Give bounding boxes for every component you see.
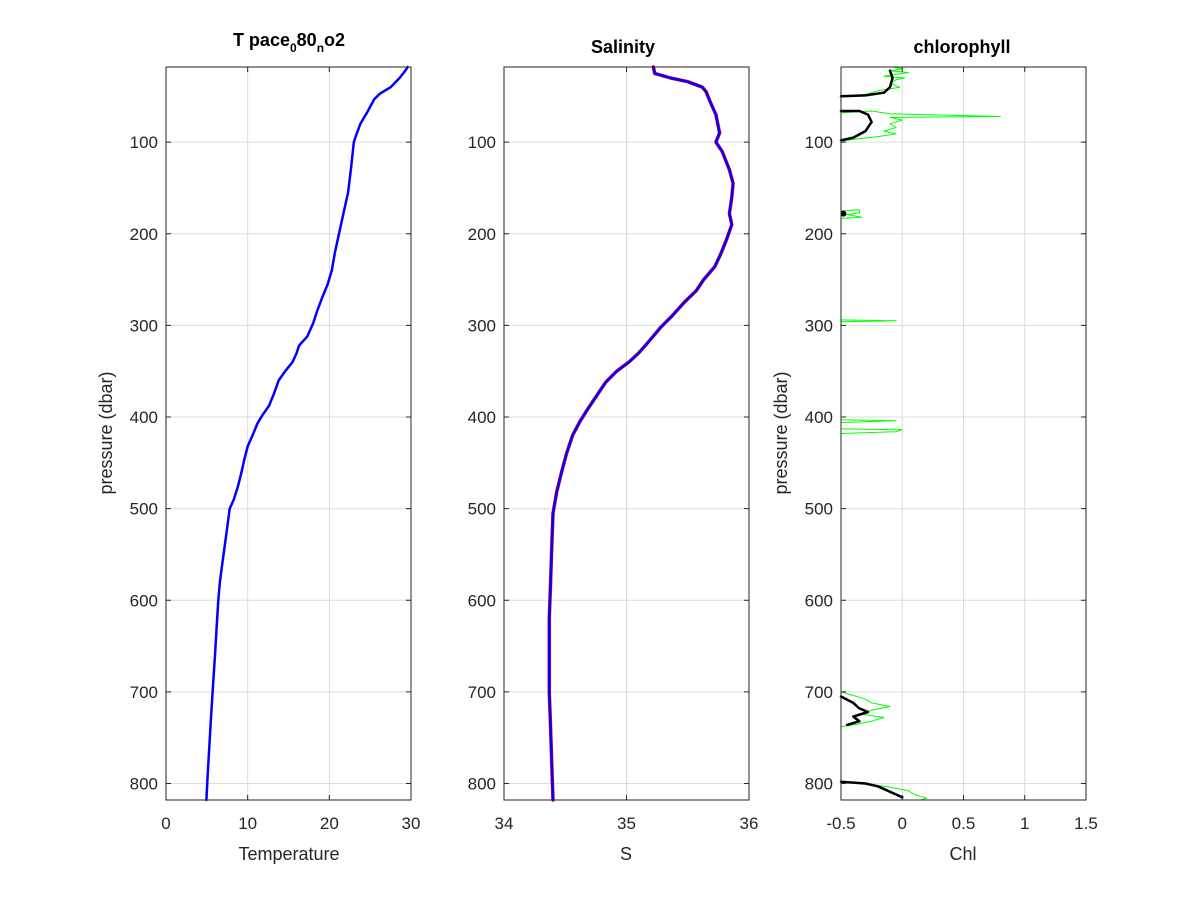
title-end: o2 — [324, 30, 345, 50]
salinity-ytick-label: 500 — [468, 500, 496, 519]
temperature-series-line — [205, 65, 409, 802]
chlorophyll-xlabel: Chl — [949, 844, 976, 864]
chlorophyll-xtick-label: -0.5 — [826, 814, 855, 833]
temperature-xtick-label: 30 — [402, 814, 421, 833]
salinity-ytick-label: 100 — [468, 133, 496, 152]
title-sub2: n — [317, 41, 324, 55]
chlorophyll-series-line — [840, 110, 1001, 142]
temperature-ytick-label: 200 — [130, 225, 158, 244]
temperature-ytick-label: 700 — [130, 683, 158, 702]
temperature-xtick-label: 10 — [238, 814, 257, 833]
temperature-ytick-label: 500 — [130, 500, 158, 519]
chlorophyll-ytick-label: 700 — [805, 683, 833, 702]
temperature-ytick-label: 300 — [130, 316, 158, 335]
salinity-xtick-label: 35 — [617, 814, 636, 833]
salinity-series-line — [548, 65, 735, 802]
salinity-ytick-label: 700 — [468, 683, 496, 702]
salinity-series-group — [547, 65, 735, 802]
chlorophyll-series-line — [840, 209, 863, 219]
salinity-xtick-label: 34 — [495, 814, 514, 833]
chlorophyll-ytick-label: 600 — [805, 591, 833, 610]
chlorophyll-ytick-label: 500 — [805, 500, 833, 519]
chlorophyll-series-line — [839, 780, 904, 799]
chlorophyll-xtick-label: 0.5 — [952, 814, 976, 833]
salinity-ytick-label: 400 — [468, 408, 496, 427]
chlorophyll-series-point — [840, 210, 847, 217]
chlorophyll-series-line — [840, 419, 897, 423]
chlorophyll-ytick-label: 400 — [805, 408, 833, 427]
temperature-ytick-label: 100 — [130, 133, 158, 152]
chlorophyll-title: chlorophyll — [913, 37, 1010, 57]
chlorophyll-ytick-label: 100 — [805, 133, 833, 152]
salinity-ytick-label: 200 — [468, 225, 496, 244]
salinity-ytick-label: 300 — [468, 316, 496, 335]
temperature-axes-frame — [165, 66, 412, 801]
salinity-xlabel: S — [620, 844, 632, 864]
chlorophyll-panel: chlorophyll Chl pressure (dbar) -0.5 0 0.5… — [771, 37, 1098, 864]
temperature-series-group — [205, 65, 409, 802]
temperature-ytick-label: 400 — [130, 408, 158, 427]
temperature-xtick-label: 0 — [161, 814, 170, 833]
salinity-title: Salinity — [591, 37, 655, 57]
temperature-xtick-label: 20 — [320, 814, 339, 833]
salinity-ytick-label: 600 — [468, 591, 496, 610]
chlorophyll-series-line — [839, 109, 873, 142]
temperature-xlabel: Temperature — [238, 844, 339, 864]
chlorophyll-ytick-label: 300 — [805, 316, 833, 335]
chlorophyll-series-line — [839, 69, 894, 98]
chlorophyll-series-line — [839, 695, 870, 727]
salinity-xtick-label: 36 — [740, 814, 759, 833]
chlorophyll-ylabel: pressure (dbar) — [771, 371, 791, 494]
chlorophyll-xtick-label: 1 — [1020, 814, 1029, 833]
temperature-ylabel: pressure (dbar) — [96, 371, 116, 494]
chlorophyll-series-line — [840, 428, 903, 434]
title-sub1: 0 — [290, 41, 297, 55]
chlorophyll-xtick-label: 1.5 — [1074, 814, 1098, 833]
title-main: T pace — [233, 30, 290, 50]
salinity-panel: Salinity S 34 35 36 100 200 300 400 500 600 700 80… — [468, 37, 759, 864]
temperature-ytick-label: 800 — [130, 775, 158, 794]
chlorophyll-ytick-label: 200 — [805, 225, 833, 244]
chlorophyll-xtick-label: 0 — [898, 814, 907, 833]
chlorophyll-series-line — [840, 66, 909, 97]
temperature-title: T pace080no2 — [233, 30, 345, 55]
chlorophyll-ytick-label: 800 — [805, 775, 833, 794]
salinity-ytick-label: 800 — [468, 775, 496, 794]
chlorophyll-series-line — [840, 319, 897, 323]
temperature-ytick-label: 600 — [130, 591, 158, 610]
chlorophyll-series-group — [839, 66, 1001, 801]
chlorophyll-series-line — [840, 691, 891, 728]
temperature-panel: T pace080no2 Temperature pressure (dbar)… — [96, 30, 420, 864]
title-mid: 80 — [297, 30, 317, 50]
